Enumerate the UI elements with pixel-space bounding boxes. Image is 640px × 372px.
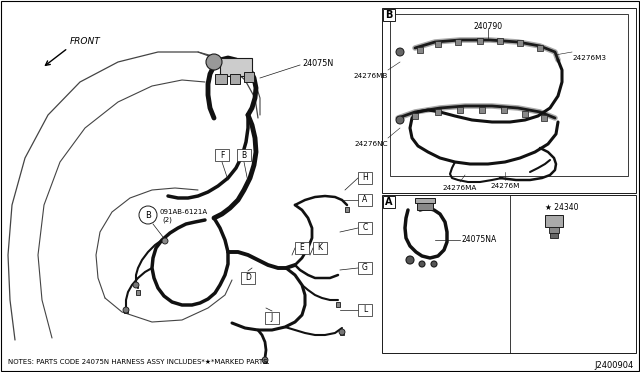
Text: (2): (2) (162, 217, 172, 223)
Text: B: B (145, 211, 151, 219)
Bar (336, 302, 340, 307)
Bar (390, 14, 628, 176)
Text: F: F (220, 151, 224, 160)
Bar (541, 115, 547, 121)
Text: A: A (362, 196, 367, 205)
Bar (417, 47, 423, 53)
Bar (295, 242, 309, 254)
Bar (517, 40, 523, 46)
Bar (479, 107, 485, 113)
Bar (345, 207, 349, 212)
Bar (537, 45, 543, 51)
Bar (522, 111, 528, 117)
Circle shape (406, 256, 414, 264)
Bar (383, 196, 395, 208)
Bar (501, 107, 507, 113)
Text: L: L (363, 305, 367, 314)
Text: J: J (271, 314, 273, 323)
Text: B: B (241, 151, 246, 160)
Text: 091AB-6121A: 091AB-6121A (159, 209, 207, 215)
Text: 24075N: 24075N (302, 58, 333, 67)
Bar (497, 38, 503, 44)
Bar (241, 272, 255, 284)
Circle shape (396, 48, 404, 56)
Bar (230, 74, 240, 84)
Text: H: H (362, 173, 368, 183)
Text: 240790: 240790 (474, 22, 502, 31)
Text: 24276MA: 24276MA (443, 185, 477, 191)
Bar (477, 38, 483, 44)
Circle shape (396, 116, 404, 124)
Bar (545, 215, 563, 227)
Bar (340, 330, 344, 335)
Bar (220, 58, 252, 76)
Bar (412, 113, 418, 119)
Text: 24276M3: 24276M3 (572, 55, 606, 61)
Text: 24276NC: 24276NC (355, 141, 388, 147)
Bar (435, 109, 441, 115)
Bar (124, 308, 128, 313)
Text: FRONT: FRONT (70, 37, 100, 46)
Bar (263, 358, 267, 363)
Circle shape (419, 261, 425, 267)
Bar (265, 312, 279, 324)
Bar (313, 242, 327, 254)
Circle shape (262, 357, 268, 363)
Text: G: G (362, 263, 368, 273)
Text: B: B (385, 10, 393, 20)
Bar (417, 202, 433, 210)
Bar (550, 233, 558, 238)
Bar (358, 262, 372, 274)
Bar (457, 107, 463, 113)
Text: C: C (362, 224, 367, 232)
Text: NOTES: PARTS CODE 24075N HARNESS ASSY INCLUDES*★*MARKED PARTS.: NOTES: PARTS CODE 24075N HARNESS ASSY IN… (8, 359, 269, 365)
Circle shape (431, 261, 437, 267)
Circle shape (206, 54, 222, 70)
Bar (549, 227, 559, 233)
Text: J2400904: J2400904 (595, 362, 634, 371)
Bar (215, 74, 227, 84)
Bar (358, 194, 372, 206)
Bar (358, 304, 372, 316)
Bar (415, 198, 435, 203)
Bar (358, 172, 372, 184)
Circle shape (139, 206, 157, 224)
Bar (382, 8, 636, 193)
Circle shape (162, 238, 168, 244)
Bar (358, 222, 372, 234)
Bar (237, 149, 251, 161)
Bar (382, 195, 636, 353)
Text: E: E (300, 244, 305, 253)
Text: 24075NA: 24075NA (462, 235, 497, 244)
Circle shape (339, 329, 345, 335)
Bar (383, 9, 395, 21)
Bar (244, 72, 254, 82)
Bar (136, 290, 140, 295)
Text: ★ 24340: ★ 24340 (545, 203, 579, 212)
Text: 24276M: 24276M (490, 183, 520, 189)
Text: D: D (245, 273, 251, 282)
Text: K: K (317, 244, 323, 253)
Circle shape (123, 307, 129, 313)
Text: A: A (385, 197, 393, 207)
Text: 24276MB: 24276MB (354, 73, 388, 79)
Circle shape (133, 282, 139, 288)
Bar (435, 41, 441, 47)
Bar (215, 149, 229, 161)
Bar (455, 39, 461, 45)
